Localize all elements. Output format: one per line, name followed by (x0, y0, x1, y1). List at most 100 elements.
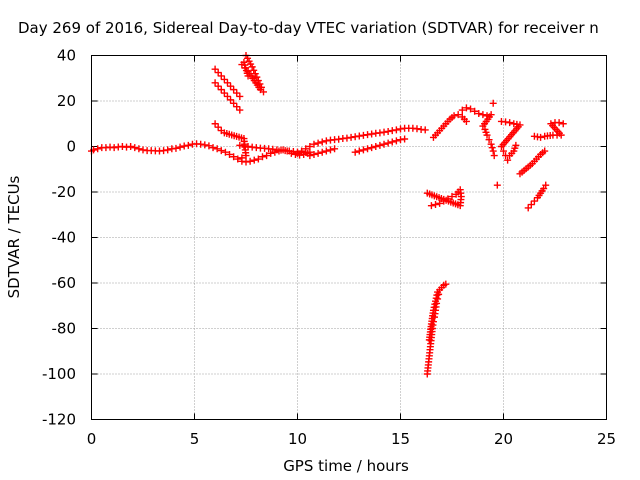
data-point (314, 149, 322, 157)
data-series-15 (497, 117, 524, 164)
data-point (458, 106, 466, 114)
data-point (504, 156, 512, 164)
chart-title: Day 269 of 2016, Sidereal Day-to-day VTE… (18, 19, 599, 37)
data-point (230, 99, 238, 107)
data-point (214, 82, 222, 90)
data-point (254, 77, 262, 85)
data-point (131, 144, 139, 152)
data-point (220, 75, 228, 83)
data-point (401, 135, 409, 143)
x-tick-label: 10 (288, 430, 307, 448)
data-point (211, 120, 219, 128)
data-point (489, 147, 497, 155)
data-series-9 (211, 58, 252, 162)
data-point (471, 107, 479, 115)
x-axis-title: GPS time / hours (283, 457, 409, 475)
data-point (221, 148, 229, 156)
data-point (318, 138, 326, 146)
data-series-6 (211, 65, 244, 100)
data-series-11 (423, 280, 450, 378)
data-point (432, 201, 440, 209)
y-tick-label: -20 (52, 183, 77, 201)
plot-frame (91, 55, 607, 420)
data-point (421, 126, 429, 134)
data-point (489, 99, 497, 107)
data-point (388, 138, 396, 146)
data-point (242, 152, 250, 160)
data-point (310, 150, 318, 158)
data-point (427, 202, 435, 210)
data-point (479, 111, 487, 119)
data-point (258, 153, 266, 161)
data-point (547, 120, 555, 128)
y-tick-label: 0 (66, 138, 76, 156)
data-point (559, 120, 567, 128)
data-point (380, 140, 388, 148)
data-point (500, 147, 507, 155)
data-point (442, 280, 450, 288)
x-tick-label: 15 (391, 430, 410, 448)
data-point (490, 152, 498, 160)
data-point (497, 143, 505, 150)
data-point (541, 147, 549, 155)
data-point (250, 66, 258, 74)
data-point (487, 140, 495, 148)
data-series-14 (485, 99, 501, 189)
data-point (302, 145, 310, 153)
x-tick-label: 0 (87, 430, 97, 448)
data-point (267, 149, 275, 157)
x-tick-label: 5 (190, 430, 200, 448)
data-point (201, 141, 209, 149)
data-point (217, 147, 225, 155)
data-series-8 (242, 52, 268, 96)
data-point (555, 119, 563, 127)
y-tick-label: -120 (42, 411, 76, 429)
x-tick-label: 25 (597, 430, 616, 448)
data-point (392, 137, 400, 145)
data-point (213, 145, 221, 153)
data-point (226, 150, 234, 158)
data-point (454, 111, 462, 119)
data-point (372, 143, 380, 150)
data-point (253, 73, 261, 81)
data-point (94, 145, 102, 153)
data-point (220, 89, 228, 97)
data-series-17 (524, 181, 550, 212)
data-point (294, 149, 301, 157)
data-point (364, 145, 372, 153)
data-point (331, 145, 339, 153)
data-series-16 (516, 147, 549, 178)
x-tick-label: 20 (494, 430, 513, 448)
data-point (384, 127, 392, 135)
data-point (205, 142, 213, 150)
data-point (263, 152, 271, 160)
data-point (448, 193, 456, 201)
data-point (306, 152, 314, 160)
data-point (176, 143, 184, 151)
data-point (506, 119, 514, 127)
data-series-3 (306, 145, 339, 160)
data-point (485, 136, 493, 144)
data-point (236, 106, 244, 114)
data-point (238, 154, 246, 162)
data-point (172, 144, 180, 152)
data-point (314, 139, 322, 147)
data-point (223, 79, 231, 87)
data-series-2 (294, 124, 429, 157)
y-tick-label: 20 (57, 92, 76, 110)
data-point (384, 139, 392, 147)
data-point (530, 197, 538, 205)
data-point (257, 83, 265, 91)
data-point (217, 72, 225, 80)
data-series-18 (530, 119, 567, 141)
data-series-1 (236, 141, 314, 156)
data-point (246, 157, 254, 165)
data-series-13 (458, 104, 495, 139)
data-point (368, 144, 376, 152)
data-point (376, 141, 384, 149)
data-point (310, 140, 318, 148)
data-point (527, 201, 535, 209)
data-point (127, 143, 135, 150)
data-point (214, 123, 222, 131)
data-point (211, 79, 219, 87)
